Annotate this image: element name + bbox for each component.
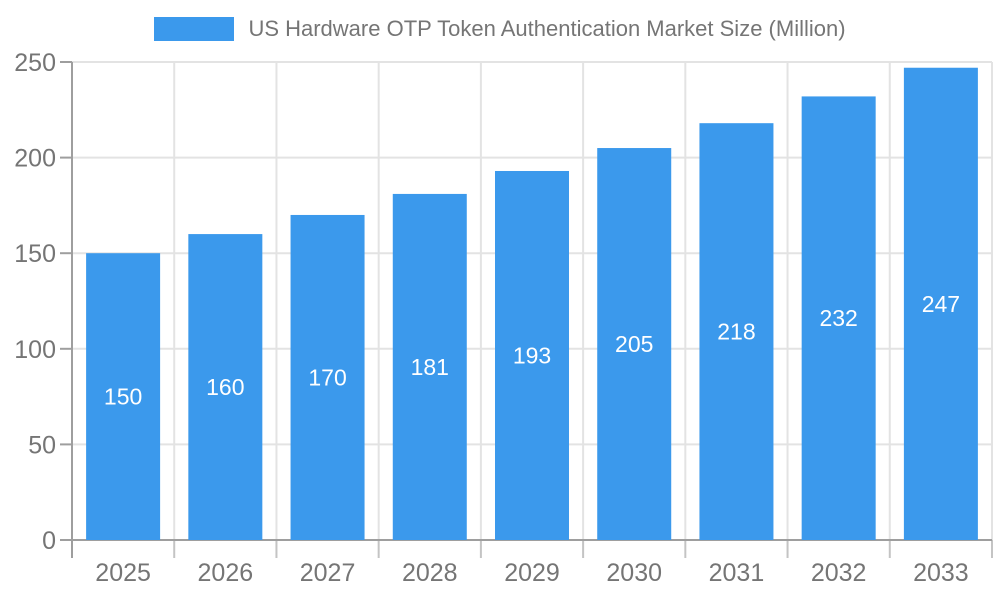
bar-value-label-2027: 170 [308,364,346,390]
bar-2026 [188,234,263,540]
bar-2031 [699,123,774,541]
bar-2030 [597,148,672,541]
x-tick-label-2029: 2029 [504,559,560,587]
bar-value-label-2030: 205 [615,331,653,357]
x-tick-label-2032: 2032 [811,559,867,587]
bar-value-label-2026: 160 [206,374,244,400]
bar-2027 [290,214,365,540]
y-tick-label-50: 50 [28,431,56,459]
y-tick-label-150: 150 [14,240,56,268]
bar-value-label-2031: 218 [717,319,755,345]
bar-value-label-2028: 181 [411,354,449,380]
x-tick-label-2026: 2026 [198,559,254,587]
x-tick-label-2028: 2028 [402,559,458,587]
x-tick-label-2031: 2031 [709,559,765,587]
x-tick-label-2030: 2030 [606,559,662,587]
bar-value-label-2025: 150 [104,384,142,410]
bar-2033 [903,67,978,541]
bar-value-label-2032: 232 [819,305,857,331]
x-tick-label-2027: 2027 [300,559,356,587]
y-tick-label-0: 0 [42,527,56,555]
bar-2025 [86,253,161,540]
y-tick-label-100: 100 [14,336,56,364]
bar-2029 [495,170,569,540]
y-tick-label-250: 250 [14,49,56,77]
bar-value-label-2033: 247 [922,291,960,317]
bar-2032 [801,96,876,540]
bar-2028 [392,193,467,541]
x-tick-label-2025: 2025 [95,559,151,587]
bar-value-label-2029: 193 [513,342,551,368]
y-tick-label-200: 200 [14,145,56,173]
x-tick-label-2033: 2033 [913,559,969,587]
